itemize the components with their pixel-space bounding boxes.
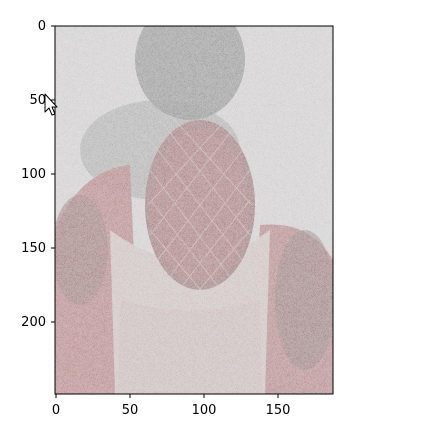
x-tick-label-0: 0 — [52, 403, 60, 418]
y-tick-label-150: 150 — [21, 241, 46, 256]
y-tick-label-200: 200 — [21, 315, 46, 330]
y-tick-label-50: 50 — [29, 93, 46, 108]
y-tick-label-100: 100 — [21, 167, 46, 182]
x-tick-label-100: 100 — [192, 403, 217, 418]
x-tick-label-150: 150 — [266, 403, 291, 418]
x-tick-label-50: 50 — [122, 403, 139, 418]
y-axis: 0 50 100 150 200 — [21, 19, 55, 330]
y-tick-label-0: 0 — [38, 19, 46, 34]
plot-image — [55, 26, 333, 394]
x-axis: 0 50 100 150 — [52, 394, 291, 418]
plot-frame — [54, 25, 334, 395]
mouse-pointer-icon — [44, 93, 58, 116]
